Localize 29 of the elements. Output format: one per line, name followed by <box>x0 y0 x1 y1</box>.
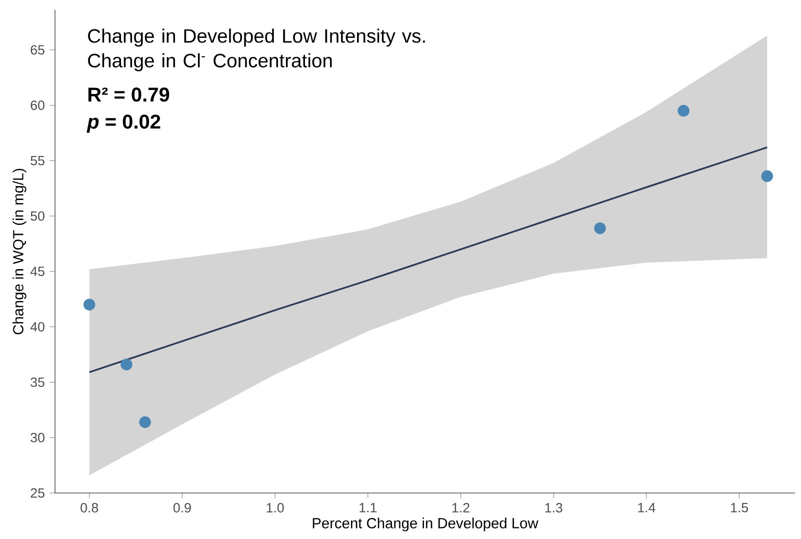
x-tick-label: 1.0 <box>266 503 284 512</box>
point <box>761 170 774 182</box>
y-tick-label: 30 <box>30 432 44 442</box>
x-tick-label: 0.8 <box>80 503 98 512</box>
y-tick-label: 35 <box>30 377 44 387</box>
x-tick-label: 1.4 <box>638 503 656 512</box>
point <box>83 298 96 311</box>
y-tick-label: 60 <box>30 100 44 110</box>
point <box>594 222 606 234</box>
x-axis-title: Percent Change in Developed Low <box>312 518 538 532</box>
y-axis-title: Change in WQT (in mg/L) <box>12 168 26 334</box>
line-series <box>88 146 768 374</box>
point <box>139 416 151 428</box>
point <box>120 358 132 370</box>
y-tick-label: 55 <box>30 156 44 166</box>
x-tick-label: 1.5 <box>731 503 748 512</box>
annotation: p = 0.02 <box>86 114 160 133</box>
x-tick-label: 1.2 <box>452 503 470 512</box>
x-tick-label: 0.9 <box>173 503 191 512</box>
y-tick-label: 40 <box>30 322 44 332</box>
point <box>678 104 690 117</box>
x-tick-label: 1.1 <box>360 503 377 512</box>
y-tick-label: 50 <box>30 211 44 221</box>
x-tick-label: 1.3 <box>545 503 562 512</box>
text: Change in Developed Low Intensity vs. Change in Cl$^{-}$ Concentration <box>88 28 425 72</box>
y-tick-label: 45 <box>30 266 44 276</box>
annotation: R² = 0.79 <box>88 88 170 102</box>
y-tick-label: 65 <box>30 45 44 55</box>
y-tick-label: 25 <box>30 488 44 498</box>
